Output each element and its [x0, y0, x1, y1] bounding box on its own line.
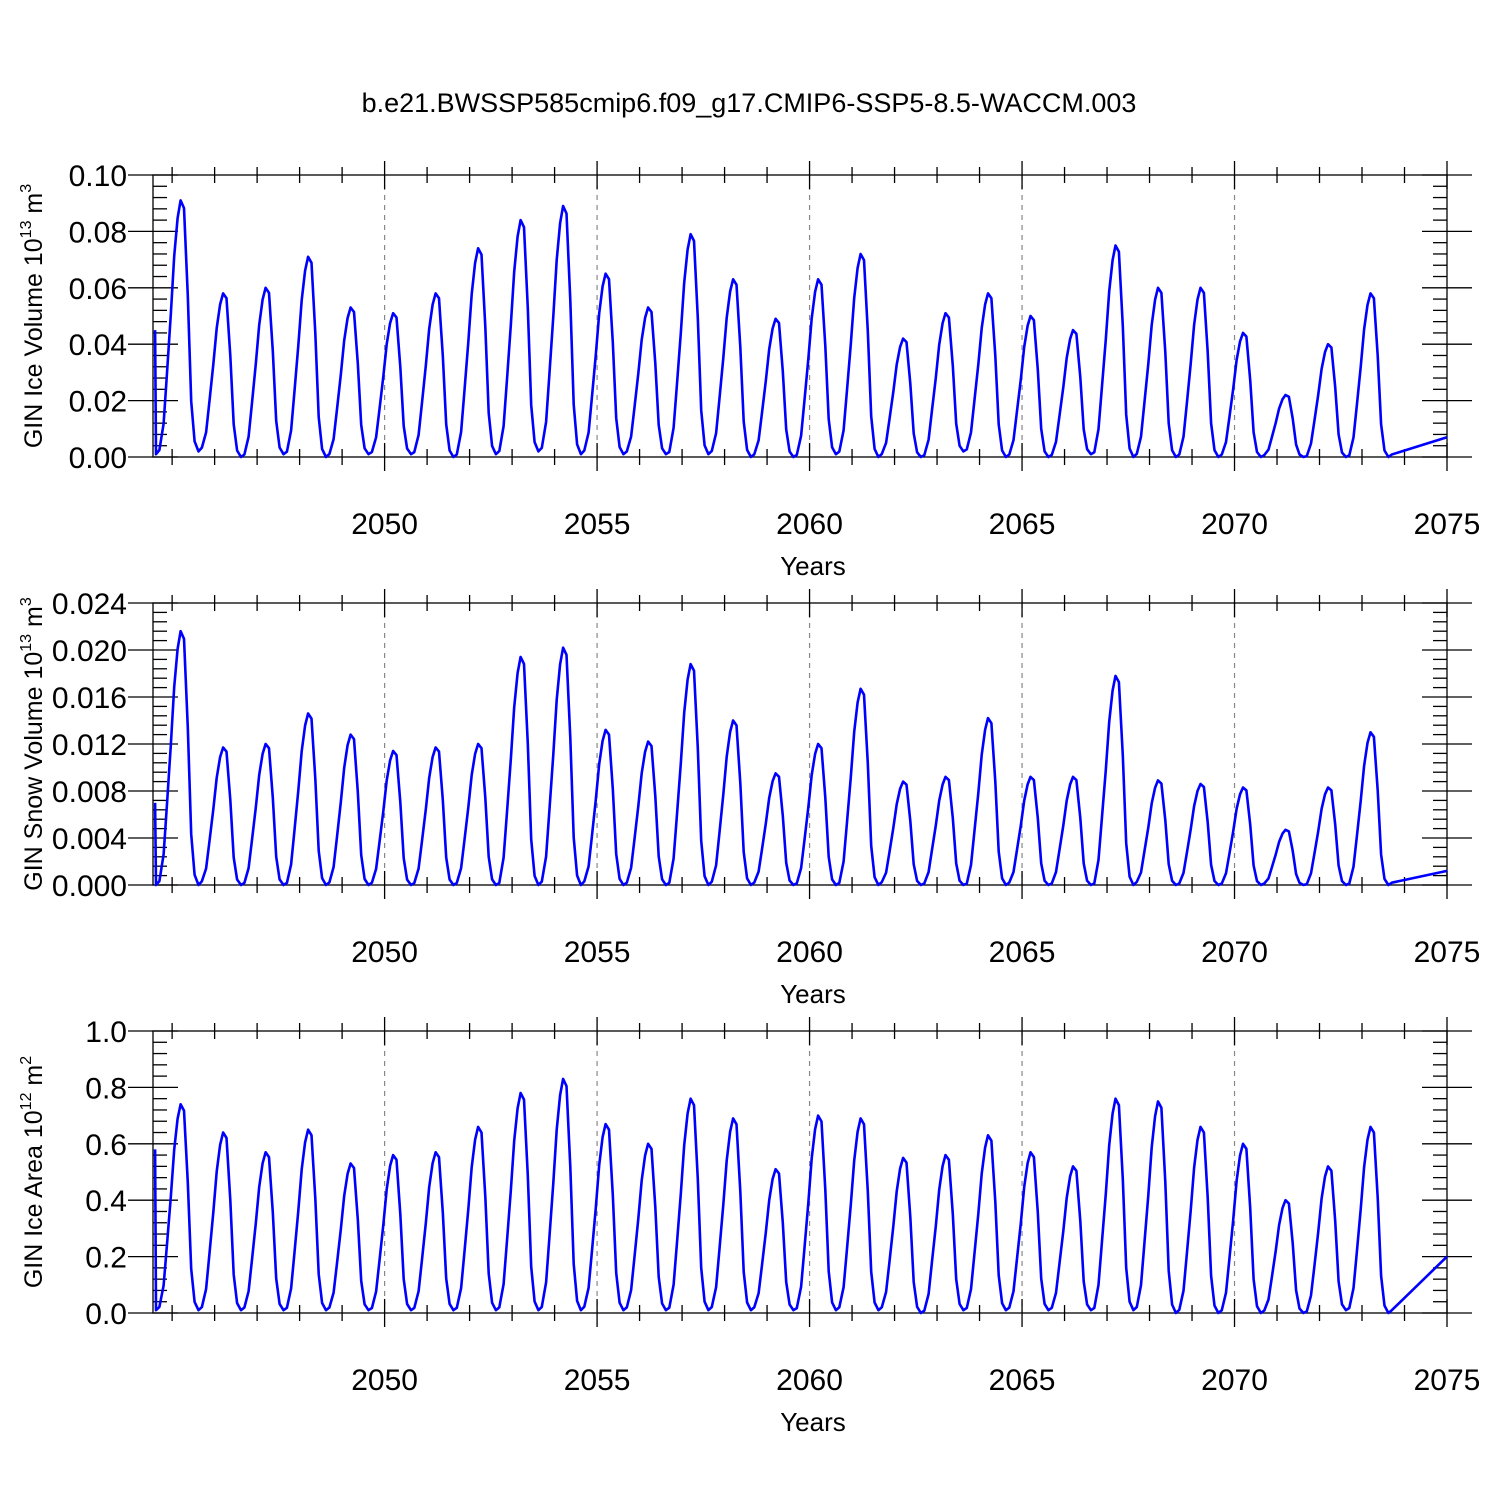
- x-axis-label: Years: [780, 1407, 846, 1437]
- y-label-text: GIN Snow Volume 10: [20, 652, 48, 891]
- y-tick-label: 0.10: [69, 160, 127, 193]
- y-tick-label: 0.020: [52, 635, 127, 668]
- y-axis-label: GIN Ice Area 1012 m2: [18, 1056, 48, 1288]
- y-label-exponent: 12: [18, 1092, 35, 1110]
- x-tick-label: 2055: [564, 936, 631, 969]
- x-tick-label: 2075: [1414, 1364, 1481, 1397]
- y-tick-label: 1.0: [85, 1016, 127, 1049]
- series-line: [153, 1077, 1448, 1315]
- x-tick-label: 2065: [989, 936, 1056, 969]
- x-tick-label: 2070: [1201, 508, 1268, 541]
- x-tick-label: 2070: [1201, 936, 1268, 969]
- y-label-unit: m: [20, 193, 48, 221]
- x-tick-label: 2050: [351, 936, 418, 969]
- x-tick-label: 2065: [989, 508, 1056, 541]
- y-tick-label: 0.024: [52, 588, 127, 621]
- y-tick-label: 0.000: [52, 870, 127, 903]
- y-tick-label: 0.06: [69, 273, 127, 306]
- y-label-unit: m: [20, 606, 48, 634]
- y-axis-label: GIN Snow Volume 1013 m3: [18, 597, 48, 891]
- y-tick-label: 0.08: [69, 216, 127, 249]
- y-label-unit-exponent: 3: [18, 184, 35, 193]
- y-label-unit-exponent: 3: [18, 597, 35, 606]
- plot-frame: [152, 174, 1448, 458]
- y-tick-label: 0.008: [52, 776, 127, 809]
- y-tick-label: 0.016: [52, 682, 127, 715]
- x-tick-label: 2075: [1414, 508, 1481, 541]
- y-label-exponent: 13: [18, 634, 35, 652]
- x-tick-label: 2050: [351, 1364, 418, 1397]
- plot-frame: [152, 1030, 1448, 1314]
- y-tick-label: 0.04: [69, 329, 127, 362]
- panel-3: 2050 2055 2060 2065 2070 2075 Years 0.0 0.2 0.4 0.…: [18, 1016, 1480, 1437]
- panel-1: 2050 2055 2060 2065 2070 2075 Years 0.00 0.02 0.0…: [18, 160, 1480, 581]
- series-line: [153, 629, 1448, 887]
- x-axis-label: Years: [780, 551, 846, 581]
- y-tick-label: 0.4: [85, 1185, 127, 1218]
- y-label-text: GIN Ice Area 10: [20, 1110, 48, 1288]
- y-label-text: GIN Ice Volume 10: [20, 238, 48, 448]
- y-tick-label: 0.012: [52, 729, 127, 762]
- x-tick-label: 2065: [989, 1364, 1056, 1397]
- x-tick-label: 2070: [1201, 1364, 1268, 1397]
- y-tick-label: 0.6: [85, 1129, 127, 1162]
- x-tick-label: 2075: [1414, 936, 1481, 969]
- x-tick-label: 2060: [776, 936, 843, 969]
- y-tick-label: 0.2: [85, 1242, 127, 1275]
- y-tick-label: 0.004: [52, 823, 127, 856]
- y-tick-label: 0.8: [85, 1072, 127, 1105]
- panels: 2050 2055 2060 2065 2070 2075Years0.000.020.0…: [18, 160, 1480, 1437]
- x-tick-label: 2055: [564, 508, 631, 541]
- series-line: [153, 199, 1448, 459]
- x-tick-label: 2050: [351, 508, 418, 541]
- y-label-unit-exponent: 2: [18, 1056, 35, 1065]
- chart-title: b.e21.BWSSP585cmip6.f09_g17.CMIP6-SSP5-8…: [362, 88, 1137, 118]
- x-tick-label: 2060: [776, 1364, 843, 1397]
- y-label-exponent: 13: [18, 220, 35, 238]
- y-axis-label: GIN Ice Volume 1013 m3: [18, 184, 48, 448]
- y-tick-label: 0.0: [85, 1298, 127, 1331]
- x-tick-label: 2060: [776, 508, 843, 541]
- y-tick-label: 0.00: [69, 442, 127, 475]
- x-tick-label: 2055: [564, 1364, 631, 1397]
- y-label-unit: m: [20, 1065, 48, 1093]
- panel-2: 2050 2055 2060 2065 2070 2075 Years 0.000 0.004 0…: [18, 588, 1480, 1009]
- y-tick-label: 0.02: [69, 386, 127, 419]
- x-axis-label: Years: [780, 979, 846, 1009]
